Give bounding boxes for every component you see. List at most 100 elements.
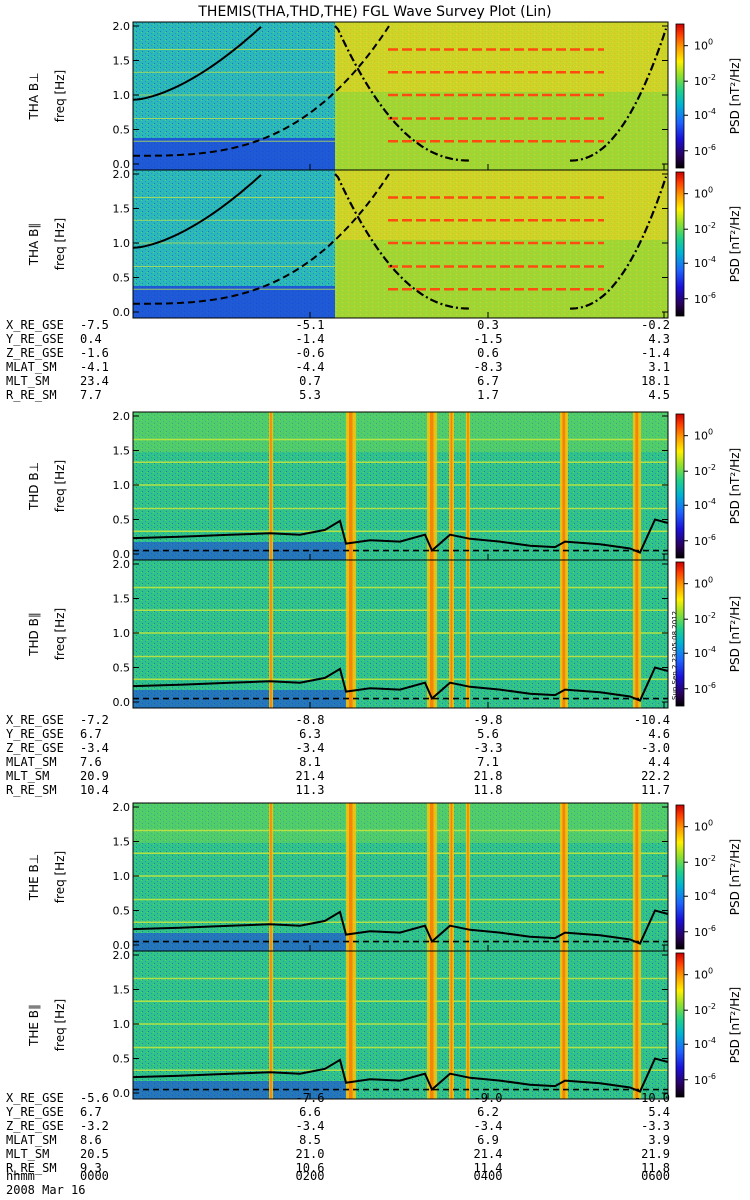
- colorbar-tick-exponent: -2: [708, 611, 716, 620]
- ephemeris-value: 4.3: [648, 332, 670, 346]
- ephemeris-value: 23.4: [80, 374, 109, 388]
- colorbar-tick-exponent: -2: [708, 854, 716, 863]
- broadband-burst-core: [270, 951, 272, 1099]
- y-tick-label: 2.0: [113, 558, 131, 571]
- y-axis-label: freq [Hz]: [53, 851, 67, 903]
- ephemeris-row-name: MLT_SM: [6, 769, 49, 783]
- ephemeris-value: -3.2: [80, 1119, 109, 1133]
- ephemeris-value: 0.7: [299, 374, 321, 388]
- ephemeris-value: -7.2: [80, 713, 109, 727]
- colorbar-tick-label: 10-2: [694, 1002, 716, 1017]
- ephemeris-value: 11.7: [641, 783, 670, 797]
- broadband-burst-core: [467, 560, 469, 708]
- ephemeris-value: 21.9: [641, 1147, 670, 1161]
- ephemeris-value: 5.4: [648, 1105, 670, 1119]
- panel-frame: [132, 559, 669, 709]
- y-tick-label: 1.0: [113, 89, 131, 102]
- ephemeris-value: 0.6: [477, 346, 499, 360]
- broadband-burst-core: [349, 951, 353, 1099]
- ephemeris-value: 4.6: [648, 727, 670, 741]
- ephemeris-row-name: R_RE_SM: [6, 783, 57, 797]
- time-tick-label: 0600: [641, 1169, 670, 1183]
- gyrofrequency-curve: [334, 173, 471, 310]
- colorbar-tick-label: 10-6: [694, 1072, 716, 1087]
- colorbar-tick-exponent: -4: [708, 497, 716, 506]
- ephemeris-row-name: X_RE_GSE: [6, 318, 64, 332]
- colorbar-label: PSD [nT²/Hz]: [728, 58, 742, 134]
- colorbar-label: PSD [nT²/Hz]: [728, 448, 742, 524]
- colorbar-tick-label: 10-2: [694, 221, 716, 236]
- ephemeris-value: 10.6: [296, 1161, 325, 1175]
- spectrogram-noise: [133, 951, 668, 1099]
- ephemeris-value: 6.9: [477, 1133, 499, 1147]
- broadband-burst-core: [562, 803, 566, 951]
- colorbar-tick-label: 10-4: [694, 497, 716, 512]
- ephemeris-value: -0.2: [641, 318, 670, 332]
- ephemeris-value: 8.6: [80, 1133, 102, 1147]
- colorbar-tick-label: 10-4: [694, 255, 716, 270]
- ephemeris-value: 1.7: [477, 388, 499, 402]
- colorbar-tick-label: 10-2: [694, 73, 716, 88]
- spectrogram-panel: 0.0 0.5 1.0 1.5 2.0 THE B⊥ freq [Hz] 100 10-2 10-…: [27, 801, 742, 952]
- colorbar-tick-label: 10-4: [694, 645, 716, 660]
- time-tick-label: 0200: [296, 1169, 325, 1183]
- y-tick-label: 0.5: [113, 514, 131, 527]
- ephemeris-value: -9.0: [474, 1091, 503, 1105]
- colorbar-scale: [675, 413, 685, 559]
- colorbar: 100 10-2 10-4 10-6 PSD [nT²/Hz]: [675, 413, 742, 559]
- colorbar-tick-exponent: 0: [708, 967, 713, 976]
- ephemeris-value: 11.8: [474, 783, 503, 797]
- panel-label: THD B⊥: [27, 462, 41, 511]
- ephemeris-value: 21.0: [296, 1147, 325, 1161]
- broadband-burst-core: [467, 803, 469, 951]
- ephemeris-row-name: Z_RE_GSE: [6, 1119, 64, 1133]
- broadband-burst-core: [430, 951, 434, 1099]
- colorbar-tick-exponent: -2: [708, 463, 716, 472]
- broadband-burst-core: [349, 803, 353, 951]
- gyrofrequency-curve: [132, 26, 262, 101]
- gyrofrequency-curve: [569, 176, 668, 310]
- broadband-burst-core: [562, 412, 566, 560]
- colorbar-tick-label: 10-6: [694, 143, 716, 158]
- y-tick-label: 0.5: [113, 124, 131, 137]
- ephemeris-value: 21.8: [474, 769, 503, 783]
- ephemeris-value: -8.3: [474, 360, 503, 374]
- ephemeris-value: 7.7: [80, 388, 102, 402]
- gyrofrequency-curve: [132, 666, 669, 702]
- broadband-burst-core: [450, 560, 453, 708]
- colorbar-label: PSD [nT²/Hz]: [728, 596, 742, 672]
- ephemeris-row-name: R_RE_SM: [6, 1161, 57, 1175]
- gyrofrequency-curve: [569, 28, 668, 162]
- colorbar-label: PSD [nT²/Hz]: [728, 987, 742, 1063]
- ephemeris-value: -3.4: [296, 1119, 325, 1133]
- y-tick-label: 0.5: [113, 905, 131, 918]
- y-axis-label: freq [Hz]: [53, 460, 67, 512]
- colorbar-tick-exponent: -6: [708, 924, 716, 933]
- colorbar: 100 10-2 10-4 10-6 PSD [nT²/Hz]: [675, 561, 742, 707]
- y-tick-label: 0.0: [113, 306, 131, 319]
- spectrogram-panel: 0.0 0.5 1.0 1.5 2.0 THD B∥ freq [Hz] 100 10-2 10-…: [27, 558, 742, 709]
- ephemeris-value: -7.6: [296, 1091, 325, 1105]
- ephemeris-value: 10.4: [80, 783, 109, 797]
- ephemeris-value: 8.1: [299, 755, 321, 769]
- y-tick-label: 1.5: [113, 203, 131, 216]
- ephemeris-row-name: R_RE_SM: [6, 388, 57, 402]
- y-tick-label: 0.5: [113, 662, 131, 675]
- ephemeris-value: -3.4: [296, 741, 325, 755]
- broadband-burst-core: [635, 412, 639, 560]
- ephemeris-value: 5.6: [477, 727, 499, 741]
- colorbar-tick-exponent: -6: [708, 1072, 716, 1081]
- broadband-burst-core: [562, 951, 566, 1099]
- colorbar-scale: [675, 952, 685, 1098]
- spectrogram-panel: 0.0 0.5 1.0 1.5 2.0 THE B∥ freq [Hz] 100 10-2 10-…: [27, 949, 742, 1100]
- colorbar-tick-label: 10-6: [694, 681, 716, 696]
- y-tick-label: 1.5: [113, 445, 131, 458]
- ephemeris-value: 20.5: [80, 1147, 109, 1161]
- ephemeris-value: 4.5: [648, 388, 670, 402]
- ephemeris-value: 6.6: [299, 1105, 321, 1119]
- spectrogram-panel: 0.0 0.5 1.0 1.5 2.0 THA B⊥ freq [Hz] 100 10-2 10-…: [27, 20, 742, 171]
- time-tick-label: 0400: [474, 1169, 503, 1183]
- y-tick-label: 2.0: [113, 801, 131, 814]
- ephemeris-value: -7.5: [80, 318, 109, 332]
